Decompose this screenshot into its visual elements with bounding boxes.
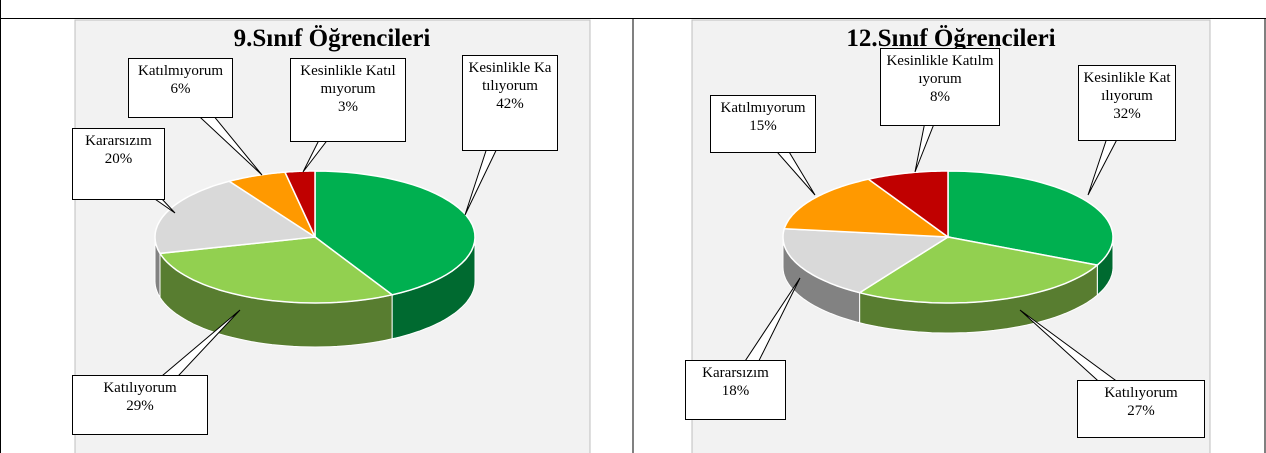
label-value: 8% <box>930 89 950 105</box>
data-label: Kararsızım 18% <box>685 360 786 420</box>
pie-top <box>283 170 316 238</box>
data-label: Katılmıyorum 15% <box>710 95 816 153</box>
pie-slice <box>947 170 1114 297</box>
label-category: Katılıyorum <box>103 380 177 396</box>
label-category: Kesinlikle Katılmıyorum <box>886 53 994 87</box>
label-category: Kesinlikle Katılmıyorum <box>300 63 396 97</box>
data-label: Kesinlikle Katılmıyorum 3% <box>290 58 406 142</box>
pie-top <box>227 171 317 240</box>
pie-top <box>782 227 951 294</box>
pie-top <box>947 170 1114 266</box>
label-category: Kesinlikle Katılıyorum <box>468 60 552 94</box>
data-label: Kesinlikle Katılmıyorum 8% <box>880 48 1000 126</box>
label-category: Kararsızım <box>85 133 152 149</box>
chart-title: 12.Sınıf Öğrencileri <box>846 25 1055 52</box>
pie-slice <box>783 178 951 238</box>
label-value: 20% <box>104 151 133 167</box>
label-category: Kararsızım <box>702 365 769 381</box>
label-category: Kesinlikle Katılıyorum <box>1083 70 1171 104</box>
pie-top <box>158 236 394 304</box>
label-value: 6% <box>170 81 191 97</box>
data-label: Kararsızım 20% <box>72 128 165 200</box>
pie-slice <box>154 180 318 298</box>
label-value: 15% <box>749 118 777 134</box>
label-category: Katılmıyorum <box>138 63 223 79</box>
label-value: 32% <box>1113 106 1141 122</box>
data-label: Katılıyorum 29% <box>72 375 208 435</box>
pie-top <box>783 178 951 238</box>
chart-title: 9.Sınıf Öğrencileri <box>234 25 431 52</box>
pie-slice <box>158 236 394 348</box>
label-value: 3% <box>338 99 358 115</box>
label-value: 42% <box>496 96 524 112</box>
pie-slice <box>857 236 1100 334</box>
pie-top <box>154 180 318 255</box>
label-value: 18% <box>721 383 750 399</box>
pie-top <box>314 170 476 296</box>
data-label: Kesinlikle Katılıyorum 42% <box>462 55 558 151</box>
label-value: 29% <box>126 398 154 414</box>
pie-slice <box>227 171 317 240</box>
pie-top <box>857 236 1100 304</box>
label-value: 27% <box>1127 403 1155 419</box>
label-category: Katılıyorum <box>1104 385 1178 401</box>
pie-top <box>866 170 949 239</box>
pie-slice <box>866 170 949 239</box>
data-label: Katılmıyorum 6% <box>128 58 233 118</box>
pie-slice <box>782 227 951 324</box>
label-category: Katılmıyorum <box>720 100 806 116</box>
data-label: Kesinlikle Katılıyorum 32% <box>1078 65 1176 141</box>
data-label: Katılıyorum 27% <box>1077 380 1205 438</box>
pie-slice <box>283 170 316 238</box>
